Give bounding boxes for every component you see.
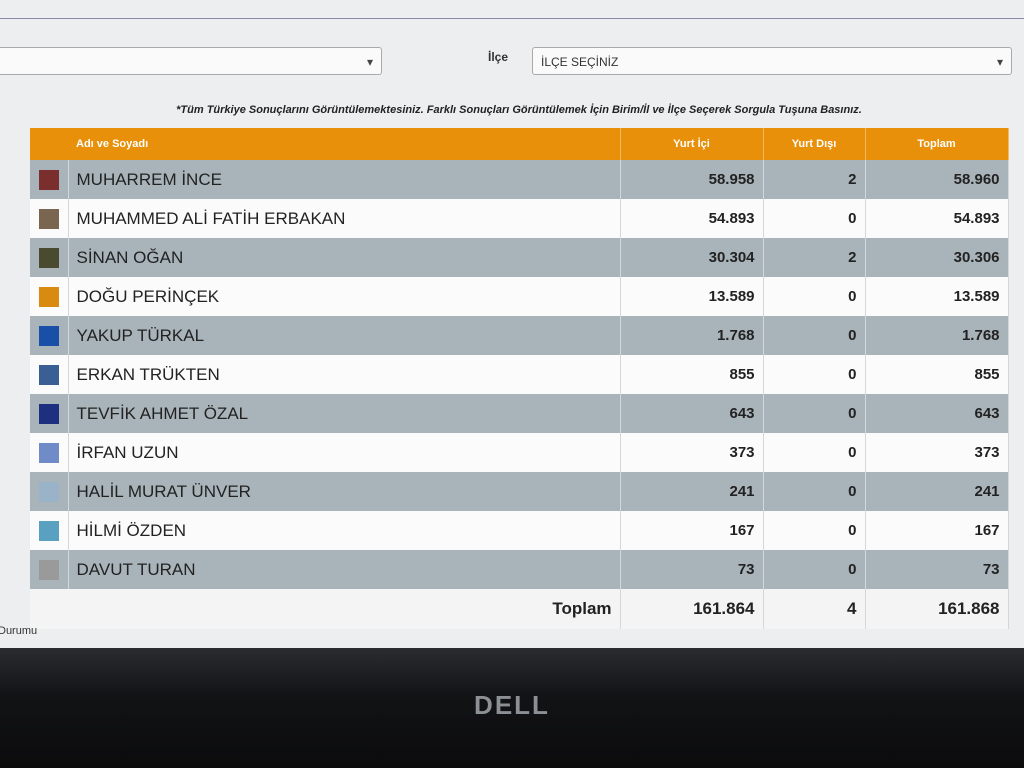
- candidate-row: HİLMİ ÖZDEN 167 0 167: [30, 511, 1009, 550]
- vote-count: 73: [865, 550, 1009, 589]
- vote-count: 855: [620, 355, 764, 394]
- vote-count: 0: [763, 550, 866, 589]
- vote-count: 2: [763, 238, 866, 277]
- vote-count: 373: [865, 433, 1009, 472]
- candidate-name: DOĞU PERİNÇEK: [68, 277, 621, 316]
- vote-count: 0: [763, 355, 866, 394]
- vote-count: 0: [763, 199, 866, 238]
- ilce-label: İlçe: [488, 50, 509, 64]
- candidate-name: HALİL MURAT ÜNVER: [68, 472, 621, 511]
- swatch-cell: [30, 472, 69, 511]
- vote-count: 58.960: [865, 160, 1009, 199]
- swatch-cell: [30, 277, 69, 316]
- total-label: Toplam: [30, 589, 621, 629]
- candidate-row: DAVUT TURAN 73 0 73: [30, 550, 1009, 589]
- column-header: Toplam: [865, 128, 1009, 160]
- vote-count: 0: [763, 472, 866, 511]
- vote-count: 643: [865, 394, 1009, 433]
- vote-count: 13.589: [865, 277, 1009, 316]
- color-swatch: [38, 403, 59, 424]
- vote-count: 643: [620, 394, 764, 433]
- vote-count: 241: [620, 472, 764, 511]
- color-swatch: [38, 442, 59, 463]
- vote-count: 0: [763, 316, 866, 355]
- column-header: Yurt İçi: [620, 128, 764, 160]
- candidate-name: HİLMİ ÖZDEN: [68, 511, 621, 550]
- candidate-name: İRFAN UZUN: [68, 433, 621, 472]
- monitor-bezel: [0, 648, 1024, 768]
- candidate-row: DOĞU PERİNÇEK 13.589 0 13.589: [30, 277, 1009, 316]
- total-count: 161.864: [620, 589, 764, 629]
- candidate-row: TEVFİK AHMET ÖZAL 643 0 643: [30, 394, 1009, 433]
- swatch-cell: [30, 316, 69, 355]
- color-swatch: [38, 247, 59, 268]
- swatch-cell: [30, 199, 69, 238]
- results-table: Adı ve Soyadı Yurt İçi Yurt Dışı Toplam MUH…: [30, 128, 1009, 629]
- candidate-row: İRFAN UZUN 373 0 373: [30, 433, 1009, 472]
- vote-count: 58.958: [620, 160, 764, 199]
- color-swatch: [38, 169, 59, 190]
- candidate-name: MUHARREM İNCE: [68, 160, 621, 199]
- candidate-name: DAVUT TURAN: [68, 550, 621, 589]
- swatch-cell: [30, 550, 69, 589]
- screen: İlçe İLÇE SEÇİNİZ *Tüm Türkiye Sonuçları…: [0, 0, 1024, 648]
- vote-count: 373: [620, 433, 764, 472]
- vote-count: 167: [865, 511, 1009, 550]
- color-swatch: [38, 481, 59, 502]
- vote-count: 855: [865, 355, 1009, 394]
- candidate-name: MUHAMMED ALİ FATİH ERBAKAN: [68, 199, 621, 238]
- candidate-row: MUHARREM İNCE 58.958 2 58.960: [30, 160, 1009, 199]
- swatch-cell: [30, 355, 69, 394]
- total-count: 161.868: [865, 589, 1009, 629]
- vote-count: 241: [865, 472, 1009, 511]
- header-row: Adı ve Soyadı Yurt İçi Yurt Dışı Toplam: [30, 128, 1009, 160]
- total-count: 4: [763, 589, 866, 629]
- color-swatch: [38, 364, 59, 385]
- swatch-cell: [30, 433, 69, 472]
- candidate-row: HALİL MURAT ÜNVER 241 0 241: [30, 472, 1009, 511]
- divider: [0, 18, 1024, 19]
- column-header: Yurt Dışı: [763, 128, 866, 160]
- vote-count: 167: [620, 511, 764, 550]
- vote-count: 13.589: [620, 277, 764, 316]
- color-swatch: [38, 286, 59, 307]
- candidate-name: ERKAN TRÜKTEN: [68, 355, 621, 394]
- candidate-row: SİNAN OĞAN 30.304 2 30.306: [30, 238, 1009, 277]
- vote-count: 30.306: [865, 238, 1009, 277]
- color-swatch: [38, 559, 59, 580]
- candidate-name: TEVFİK AHMET ÖZAL: [68, 394, 621, 433]
- total-row: Toplam 161.864 4 161.868: [30, 589, 1009, 629]
- ilce-select[interactable]: İLÇE SEÇİNİZ: [532, 47, 1012, 76]
- color-swatch: [38, 208, 59, 229]
- vote-count: 73: [620, 550, 764, 589]
- candidate-row: ERKAN TRÜKTEN 855 0 855: [30, 355, 1009, 394]
- swatch-cell: [30, 238, 69, 277]
- footer-text: Durumu: [0, 625, 38, 637]
- vote-count: 0: [763, 433, 866, 472]
- table-body: MUHARREM İNCE 58.958 2 58.960 MUHAMMED ALİ F…: [30, 160, 1009, 629]
- vote-count: 2: [763, 160, 866, 199]
- left-select[interactable]: [0, 47, 382, 76]
- vote-count: 0: [763, 394, 866, 433]
- swatch-cell: [30, 511, 69, 550]
- candidate-row: MUHAMMED ALİ FATİH ERBAKAN 54.893 0 54.893: [30, 199, 1009, 238]
- brand-logo: DELL: [474, 690, 550, 720]
- column-header: Adı ve Soyadı: [30, 128, 621, 160]
- color-swatch: [38, 520, 59, 541]
- candidate-name: SİNAN OĞAN: [68, 238, 621, 277]
- vote-count: 0: [763, 277, 866, 316]
- vote-count: 0: [763, 511, 866, 550]
- candidate-row: YAKUP TÜRKAL 1.768 0 1.768: [30, 316, 1009, 355]
- candidate-name: YAKUP TÜRKAL: [68, 316, 621, 355]
- swatch-cell: [30, 160, 69, 199]
- note: *Tüm Türkiye Sonuçlarını Görüntülemektes…: [176, 104, 862, 116]
- vote-count: 1.768: [865, 316, 1009, 355]
- vote-count: 54.893: [620, 199, 764, 238]
- vote-count: 30.304: [620, 238, 764, 277]
- swatch-cell: [30, 394, 69, 433]
- vote-count: 54.893: [865, 199, 1009, 238]
- color-swatch: [38, 325, 59, 346]
- vote-count: 1.768: [620, 316, 764, 355]
